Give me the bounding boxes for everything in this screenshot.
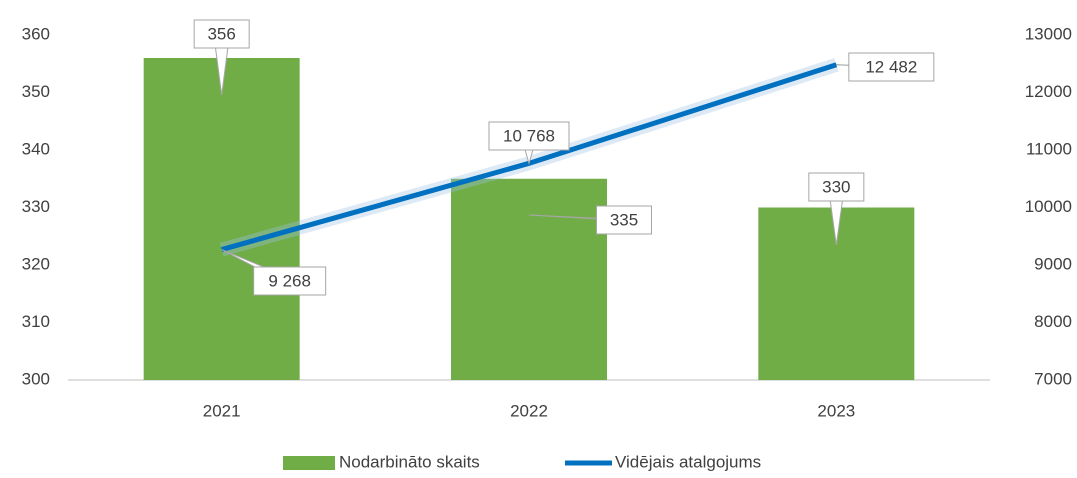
y2-tick-label: 12000 [1025, 82, 1072, 101]
data-label: 10 768 [503, 126, 555, 145]
bar [451, 178, 607, 380]
x-tick-label: 2023 [817, 401, 855, 420]
y-tick-label: 320 [22, 254, 50, 273]
y-tick-label: 310 [22, 312, 50, 331]
legend-label: Nodarbināto skaits [339, 452, 480, 471]
label-box [596, 205, 652, 235]
label-box [808, 172, 865, 202]
y-tick-label: 300 [22, 369, 50, 388]
data-label: 330 [822, 177, 850, 196]
y2-tick-label: 11000 [1026, 139, 1072, 158]
label-box [848, 52, 935, 82]
label-box [253, 266, 327, 296]
data-label: 12 482 [865, 57, 917, 76]
x-tick-label: 2022 [510, 401, 548, 420]
y-tick-label: 350 [22, 82, 50, 101]
label-box [488, 121, 570, 151]
y2-tick-label: 9000 [1034, 254, 1072, 273]
data-label: 356 [207, 24, 235, 43]
y2-tick-label: 7000 [1034, 369, 1072, 388]
y2-tick-label: 10000 [1025, 197, 1072, 216]
label-box [193, 19, 250, 49]
legend-swatch [283, 456, 335, 470]
bar [143, 58, 300, 380]
data-label: 335 [610, 210, 638, 229]
legend-label: Vidējais atalgojums [615, 452, 761, 471]
data-label: 9 268 [268, 271, 311, 290]
y2-tick-label: 13000 [1025, 24, 1072, 43]
y2-tick-label: 8000 [1034, 312, 1072, 331]
x-tick-label: 2021 [203, 401, 241, 420]
y-tick-label: 360 [22, 24, 50, 43]
y-tick-label: 330 [22, 197, 50, 216]
y-tick-label: 340 [22, 139, 50, 158]
